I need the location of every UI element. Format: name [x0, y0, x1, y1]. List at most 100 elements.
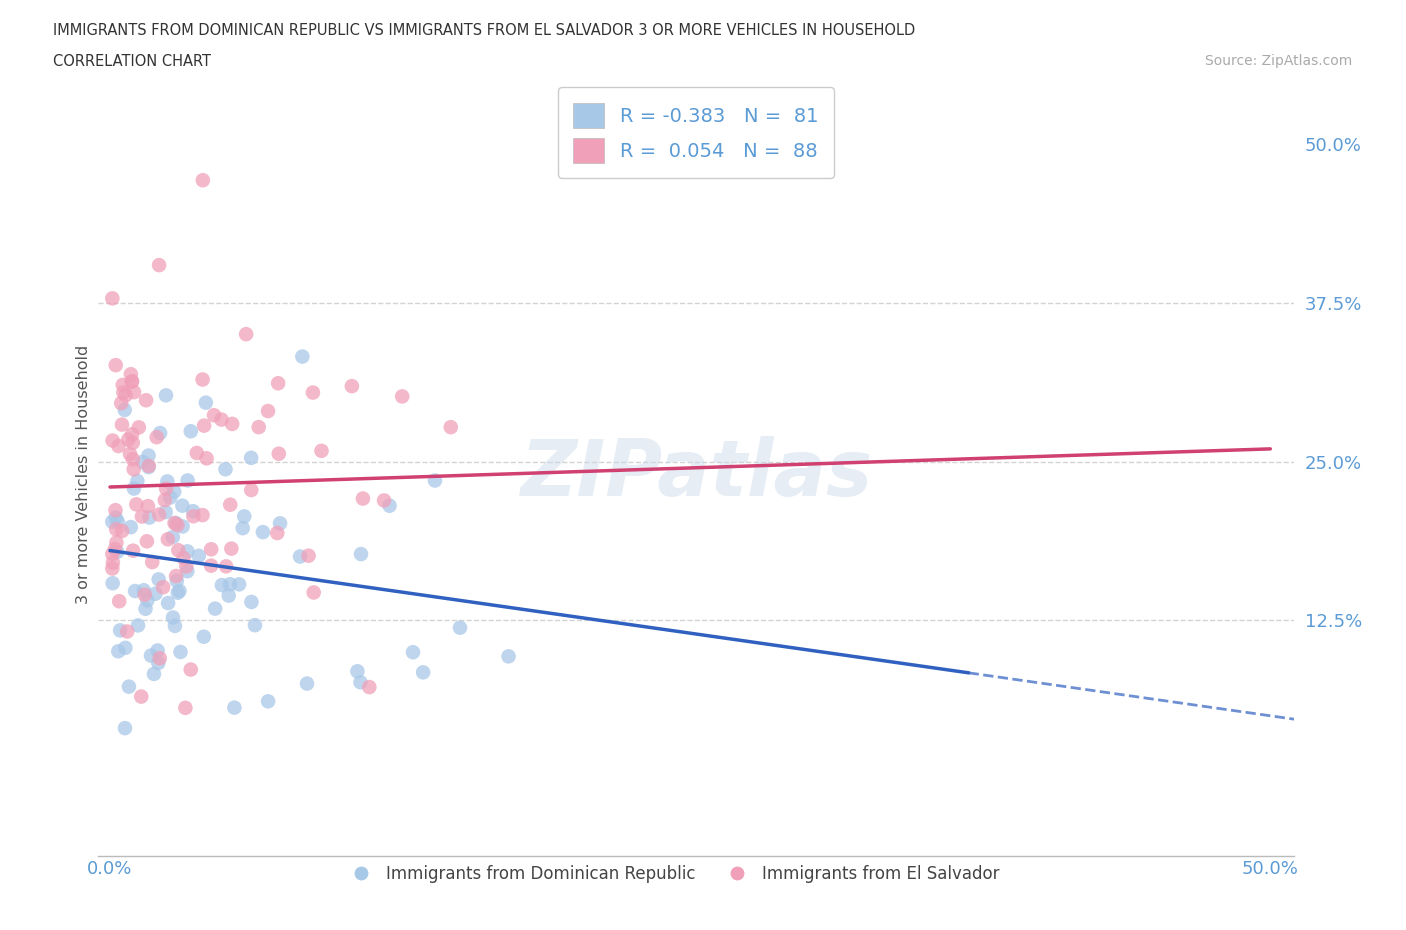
Point — [125, 497, 148, 512]
Point — [214, 462, 236, 477]
Point — [297, 549, 319, 564]
Point — [136, 498, 159, 513]
Point — [148, 507, 170, 522]
Point — [163, 515, 186, 530]
Point — [449, 620, 471, 635]
Point — [252, 525, 274, 539]
Point — [412, 665, 434, 680]
Point — [247, 419, 270, 434]
Point — [101, 555, 124, 570]
Point — [104, 503, 127, 518]
Point — [101, 514, 124, 529]
Point — [391, 389, 413, 404]
Point — [118, 446, 141, 461]
Point — [159, 490, 181, 505]
Point — [219, 577, 242, 591]
Point — [191, 508, 214, 523]
Point — [131, 455, 153, 470]
Point — [352, 491, 374, 506]
Point — [111, 418, 134, 432]
Point — [211, 578, 233, 592]
Point — [107, 439, 129, 454]
Text: Source: ZipAtlas.com: Source: ZipAtlas.com — [1205, 54, 1353, 68]
Point — [155, 505, 177, 520]
Point — [219, 498, 242, 512]
Point — [266, 525, 288, 540]
Point — [176, 564, 198, 578]
Point — [110, 395, 132, 410]
Text: ZIPatlas: ZIPatlas — [520, 436, 872, 512]
Point — [378, 498, 401, 513]
Point — [166, 574, 188, 589]
Point — [111, 378, 134, 392]
Point — [101, 576, 124, 591]
Point — [122, 481, 145, 496]
Point — [132, 583, 155, 598]
Point — [267, 376, 290, 391]
Point — [108, 593, 131, 608]
Point — [145, 586, 167, 601]
Point — [117, 432, 139, 447]
Point — [200, 542, 222, 557]
Point — [101, 433, 124, 448]
Point — [302, 385, 325, 400]
Point — [111, 524, 134, 538]
Point — [202, 407, 225, 422]
Point — [120, 520, 142, 535]
Point — [127, 473, 149, 488]
Point — [101, 561, 124, 576]
Point — [291, 349, 314, 364]
Point — [114, 388, 136, 403]
Point — [193, 630, 215, 644]
Point — [112, 385, 135, 400]
Point — [165, 568, 187, 583]
Point — [148, 258, 170, 272]
Point — [141, 554, 163, 569]
Point — [240, 594, 263, 609]
Point — [180, 424, 202, 439]
Point — [105, 535, 128, 550]
Point — [124, 584, 146, 599]
Point — [240, 483, 263, 498]
Point — [122, 462, 145, 477]
Point — [167, 543, 190, 558]
Point — [498, 649, 520, 664]
Point — [131, 509, 153, 524]
Point — [108, 623, 131, 638]
Point — [233, 509, 256, 524]
Point — [165, 515, 187, 530]
Point — [183, 509, 205, 524]
Point — [402, 644, 425, 659]
Point — [104, 358, 127, 373]
Point — [104, 541, 127, 556]
Point — [122, 452, 145, 467]
Point — [195, 451, 218, 466]
Point — [163, 618, 186, 633]
Point — [149, 651, 172, 666]
Point — [135, 392, 157, 407]
Point — [162, 610, 184, 625]
Point — [149, 426, 172, 441]
Point — [176, 559, 198, 574]
Point — [228, 577, 250, 591]
Point — [129, 689, 152, 704]
Point — [134, 602, 156, 617]
Point — [114, 721, 136, 736]
Point — [105, 522, 128, 537]
Point — [349, 675, 371, 690]
Point — [105, 545, 128, 560]
Point — [187, 549, 209, 564]
Point — [180, 662, 202, 677]
Point — [120, 366, 142, 381]
Point — [153, 493, 176, 508]
Point — [121, 435, 143, 450]
Point — [155, 388, 177, 403]
Point — [211, 412, 233, 427]
Point — [163, 485, 186, 499]
Point — [240, 450, 263, 465]
Point — [166, 518, 188, 533]
Point — [200, 558, 222, 573]
Point — [114, 403, 136, 418]
Point — [145, 430, 167, 445]
Point — [118, 679, 141, 694]
